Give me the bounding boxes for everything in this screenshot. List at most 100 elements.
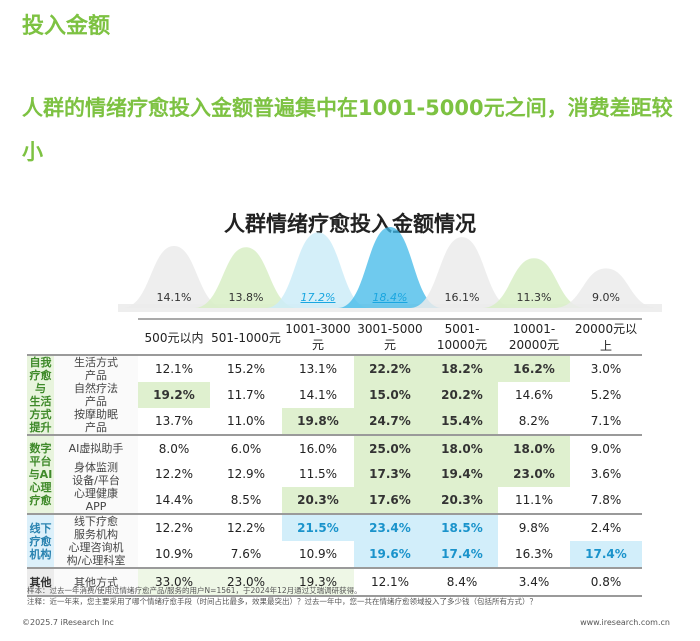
table-cell: 14.6% [514, 388, 554, 402]
table-cell: 3.4% [498, 567, 570, 597]
total-percent-3: 17.2% [300, 291, 336, 304]
column-header-1: 500元以内 [138, 318, 210, 355]
table-cell: 12.2% [210, 513, 282, 541]
table-cell: 17.3% [354, 461, 426, 487]
row-label: AI虚拟助手 [54, 434, 138, 461]
table-cell: 20.3% [426, 487, 498, 514]
bell-curve-2 [194, 247, 298, 308]
table-cell: 17.4% [570, 541, 642, 568]
table-cell: 11.5% [298, 467, 338, 481]
table-cell: 19.8% [282, 408, 354, 435]
group-label: 线下 疗愈 机构 [27, 513, 54, 568]
table-cell: 9.8% [498, 513, 570, 541]
total-percent-5: 16.1% [444, 291, 480, 304]
bell-curve-1 [122, 245, 226, 308]
table-cell: 16.0% [282, 434, 354, 461]
column-header-7: 20000元以上 [570, 318, 642, 355]
table-cell: 0.8% [570, 567, 642, 597]
table-cell: 6.0% [210, 434, 282, 461]
table-cell: 8.4% [426, 567, 498, 597]
table-cell: 5.2% [590, 388, 622, 402]
bell-curve-6 [482, 258, 586, 308]
row-label: 生活方式 产品 [54, 354, 138, 382]
table-cell: 11.1% [514, 493, 554, 507]
table-row: 其他 其他方式 33.0% 23.0% 19.3% 12.1% 8.4% 3.4% 0.8% [27, 567, 642, 597]
table-cell: 12.2% [138, 513, 210, 541]
table-cell: 18.5% [426, 513, 498, 541]
investment-table: 500元以内 501-1000元 1001-3000元 3001-5000元 5001-… [27, 318, 642, 597]
table-cell: 20.3% [282, 487, 354, 514]
table-cell: 21.5% [282, 513, 354, 541]
table-cell: 16.3% [514, 547, 554, 561]
row-label: 心理咨询机 构/心理科室 [54, 541, 138, 568]
row-label: 身体监测 设备/平台 [54, 461, 138, 487]
table-cell: 16.2% [498, 354, 570, 382]
table-row: 自然疗法 产品 19.2% 11.7% 14.1% 15.0% 20.2% 14.6% 5.2% [27, 382, 642, 408]
table-cell: 24.7% [354, 408, 426, 435]
table-cell: 14.4% [154, 493, 194, 507]
row-label: 心理健康 APP [54, 487, 138, 514]
table-cell: 7.1% [590, 414, 622, 428]
row-label: 线下疗愈 服务机构 [54, 513, 138, 541]
table-row: 数字 平台 与AI 心理 疗愈 AI虚拟助手 8.0% 6.0% 16.0% 25.0% 18.0%… [27, 434, 642, 514]
table-cell: 3.6% [590, 467, 622, 481]
table-cell: 11.7% [226, 388, 266, 402]
table-cell: 23.0% [498, 461, 570, 487]
table-cell: 15.2% [210, 354, 282, 382]
table-cell: 12.1% [138, 354, 210, 382]
group-label: 数字 平台 与AI 心理 疗愈 [27, 434, 54, 514]
total-percent-1: 14.1% [156, 291, 192, 304]
table-cell: 11.0% [226, 414, 266, 428]
distribution-bell-chart [118, 227, 662, 312]
table-cell: 19.3% [282, 567, 354, 597]
table-cell: 18.0% [426, 434, 498, 461]
table-row: 心理健康 APP 14.4% 8.5% 20.3% 17.6% 20.3% 11.1% 7.8% [27, 487, 642, 514]
table-cell: 10.9% [154, 547, 194, 561]
total-percent-7: 9.0% [592, 291, 620, 304]
table-cell: 22.2% [354, 354, 426, 382]
total-percent-2: 13.8% [228, 291, 264, 304]
table-cell: 19.4% [426, 461, 498, 487]
sample-note: 样本：过去一年消费/使用过情绪疗愈产品/服务的用户N=1561，于2024年12… [27, 586, 362, 595]
table-cell: 17.4% [426, 541, 498, 568]
website: www.iresearch.com.cn [580, 618, 670, 627]
headline: 人群的情绪疗愈投入金额普遍集中在1001-5000元之间，消费差距较小 [22, 96, 673, 164]
table-cell: 18.0% [498, 434, 570, 461]
table-cell: 13.7% [154, 414, 194, 428]
total-percent-4: 18.4% [372, 291, 408, 304]
column-header-5: 5001-10000元 [426, 318, 498, 355]
table-cell: 23.0% [210, 567, 282, 597]
table-cell: 25.0% [354, 434, 426, 461]
chart-title: 人群情绪疗愈投入金额情况 [224, 212, 476, 236]
column-header-6: 10001-20000元 [498, 318, 570, 355]
table-cell: 8.0% [138, 434, 210, 461]
table-cell: 17.6% [354, 487, 426, 514]
table-cell: 20.2% [426, 382, 498, 408]
table-cell: 19.2% [138, 382, 210, 408]
table-row: 线下 疗愈 机构 线下疗愈 服务机构 12.2% 12.2% 21.5% 23.4% 18.5% 9… [27, 513, 642, 568]
page-title: 投入金额 [22, 14, 111, 39]
question-note: 注释：近一年来，您主要采用了哪个情绪疗愈手段（时间占比最多，效果最突出）？过去一… [27, 597, 537, 606]
bell-curve-7 [554, 268, 658, 308]
row-label: 其他方式 [54, 567, 138, 597]
column-header-2: 501-1000元 [210, 318, 282, 355]
table-cell: 3.0% [570, 354, 642, 382]
table-cell: 7.8% [590, 493, 622, 507]
header-blank [27, 319, 138, 355]
table-cell: 15.0% [354, 382, 426, 408]
table-row: 自我 疗愈与生活 方式 提升 生活方式 产品 12.1% 15.2% 13.1% 22.2% 18.… [27, 354, 642, 435]
row-label: 按摩助眠 产品 [54, 408, 138, 435]
copyright: ©2025.7 iResearch Inc [22, 618, 114, 627]
group-label: 自我 疗愈与生活 方式 提升 [27, 354, 54, 435]
table-cell: 33.0% [138, 567, 210, 597]
row-label: 自然疗法 产品 [54, 382, 138, 408]
table-cell: 8.5% [230, 493, 262, 507]
table-cell: 9.0% [570, 434, 642, 461]
group-label: 其他 [27, 567, 54, 597]
table-cell: 10.9% [298, 547, 338, 561]
table-cell: 14.1% [298, 388, 338, 402]
bell-curve-5 [410, 237, 514, 308]
table-cell: 7.6% [230, 547, 262, 561]
bell-curve-4 [338, 227, 442, 308]
table-cell: 12.2% [154, 467, 194, 481]
